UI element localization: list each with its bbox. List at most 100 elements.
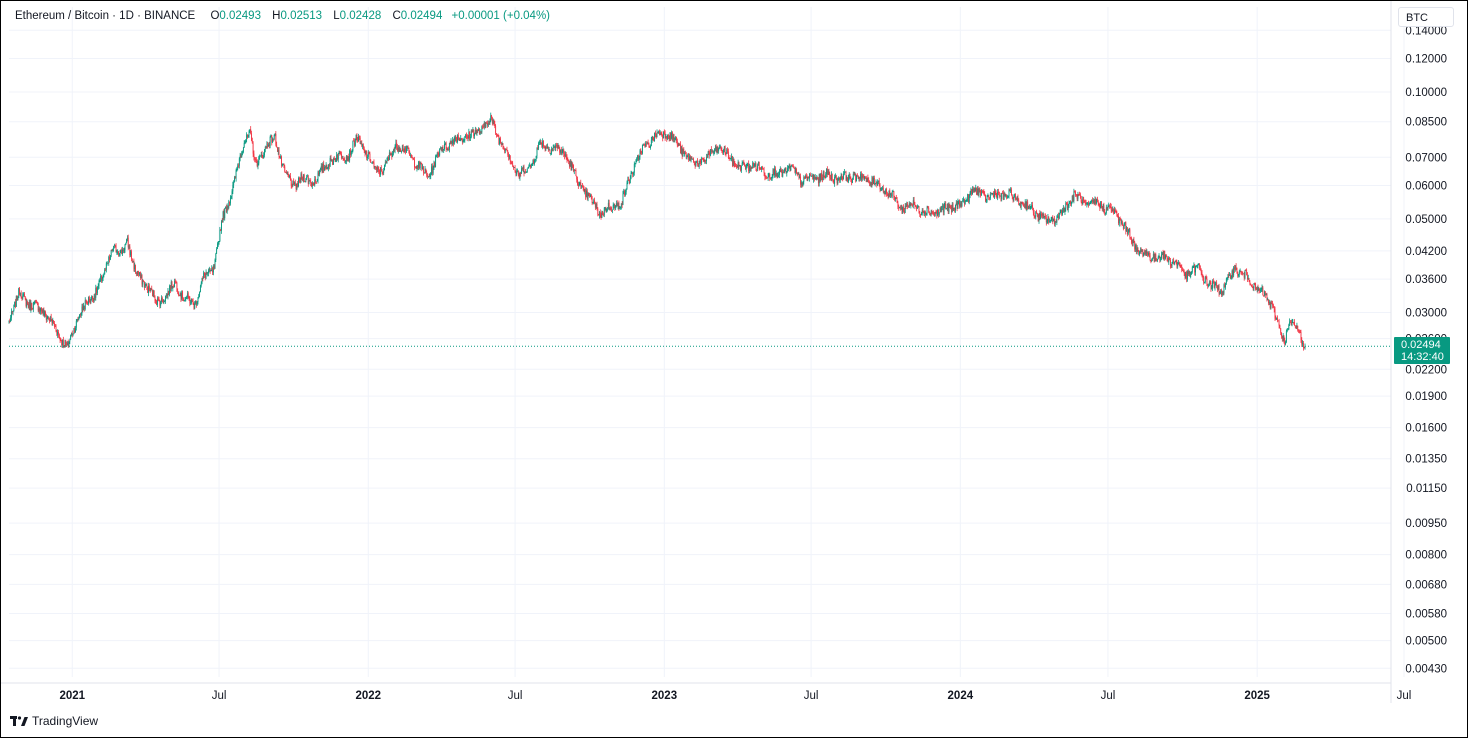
candle-body [730, 158, 732, 160]
candle [461, 137, 463, 141]
tradingview-branding[interactable]: TradingView [10, 714, 98, 728]
candle-body [1204, 276, 1206, 283]
candle [763, 166, 765, 177]
candle-body [1276, 317, 1278, 320]
candle [527, 166, 529, 169]
candle [379, 169, 381, 177]
candle-body [657, 132, 659, 134]
candle [1151, 258, 1153, 263]
candle [832, 179, 834, 183]
candle-body [1215, 282, 1217, 285]
candle [845, 170, 847, 181]
candle [770, 177, 772, 180]
candle-body [60, 340, 62, 341]
candle [769, 172, 771, 182]
candle [1069, 200, 1071, 204]
time-axis: 2021 Jul 2022 Jul 2023 Jul 2024 Jul 2025 Jul [1, 682, 1411, 702]
candle-body [49, 316, 51, 322]
candle-body [400, 149, 402, 152]
y-tick-label: 0.05000 [1405, 214, 1447, 226]
candle-body [912, 205, 913, 206]
candle-body [839, 177, 841, 181]
candle [1183, 269, 1185, 276]
candle-body [1261, 287, 1263, 290]
candle-body [361, 143, 363, 147]
candle-body [668, 137, 670, 140]
candle [247, 134, 249, 138]
candle [622, 190, 624, 206]
candle-body [538, 142, 540, 144]
candle-body [672, 135, 674, 140]
candle-body [144, 284, 146, 288]
candle-body [1182, 270, 1184, 272]
candle-body [770, 178, 772, 180]
candle [295, 183, 297, 193]
candle [865, 176, 866, 179]
candle-body [1221, 291, 1223, 296]
candle-body [1194, 265, 1196, 273]
candle-body [1152, 257, 1154, 259]
candle [518, 172, 520, 179]
candle [826, 166, 828, 178]
candle-body [1251, 286, 1253, 288]
candle-body [248, 131, 250, 136]
candle [41, 308, 43, 314]
candle [136, 270, 138, 276]
candle [174, 278, 176, 284]
candle-body [82, 306, 84, 311]
candle-body [1058, 215, 1059, 219]
candle-body [705, 160, 707, 162]
candle-body [410, 155, 411, 156]
candle [865, 175, 867, 183]
candle [33, 301, 35, 306]
candle [1092, 197, 1093, 205]
candle [1001, 192, 1003, 202]
candle [573, 164, 574, 173]
candle-body [607, 208, 608, 210]
candle [433, 160, 435, 170]
candle [1002, 190, 1003, 194]
candle-body [395, 142, 397, 147]
candle-body [634, 163, 636, 165]
candle-body [628, 180, 630, 184]
currency-button[interactable]: BTC [1398, 7, 1454, 27]
candle [819, 173, 821, 183]
candle-body [608, 202, 610, 209]
candle-body [1131, 242, 1133, 244]
candle [504, 148, 506, 154]
symbol-title[interactable]: Ethereum / Bitcoin · 1D · BINANCE [15, 10, 196, 22]
candle [1045, 214, 1047, 226]
candle [828, 168, 830, 176]
candle [1267, 297, 1269, 301]
candle-body [982, 190, 984, 192]
candle-body [928, 207, 930, 213]
candle-body [24, 296, 26, 299]
candle-body [907, 206, 909, 208]
candle-body [591, 197, 593, 204]
candle-body [447, 149, 449, 150]
candle [324, 165, 326, 171]
candle [1100, 201, 1102, 209]
candle-body [907, 204, 909, 207]
candle [612, 202, 614, 210]
y-tick-label: 0.01900 [1405, 391, 1447, 403]
candle [627, 176, 629, 185]
candle [938, 212, 940, 217]
candle-body [358, 136, 360, 138]
candle [736, 163, 737, 169]
candle [1170, 263, 1172, 269]
candle-body [162, 300, 164, 303]
candle-body [586, 190, 588, 199]
candle-body [884, 191, 886, 195]
candle [1262, 285, 1264, 296]
candle-body [1186, 271, 1188, 280]
candle [191, 298, 192, 305]
candle-body [620, 203, 622, 207]
candle-body [439, 148, 441, 156]
candle-body [1245, 270, 1247, 271]
candle-body [1105, 212, 1106, 214]
candle-body [792, 165, 794, 167]
candle-body [1264, 291, 1265, 296]
candle-body [298, 178, 300, 180]
